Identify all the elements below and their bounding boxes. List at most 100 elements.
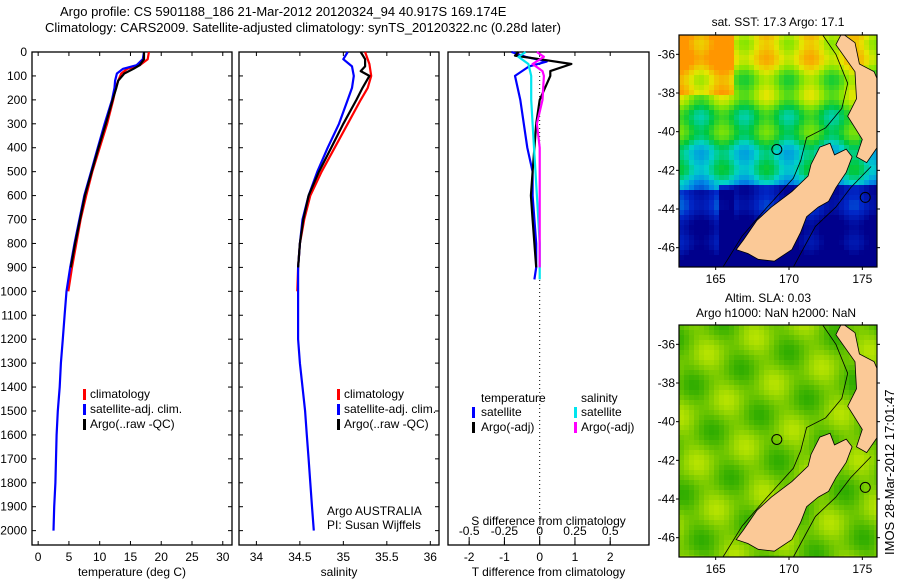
map-cell: [699, 180, 704, 185]
map-cell: [744, 65, 749, 70]
salinity-tick-label: 34.5: [288, 550, 312, 564]
map-cell: [724, 65, 729, 70]
map-cell: [709, 105, 714, 110]
map-cell: [684, 185, 689, 190]
map-cell: [809, 95, 814, 100]
map-cell: [799, 240, 804, 245]
map-cell: [714, 480, 719, 485]
map-cell: [759, 195, 764, 200]
map-cell: [839, 495, 844, 500]
map-cell: [859, 205, 864, 210]
argo-location-marker: [771, 143, 783, 155]
map-cell: [844, 205, 849, 210]
map-cell: [799, 235, 804, 240]
map-cell: [754, 100, 759, 105]
map-cell: [679, 390, 684, 395]
map-cell: [709, 535, 714, 540]
map-cell: [814, 410, 819, 415]
map-cell: [719, 475, 724, 480]
map-cell: [709, 530, 714, 535]
map-cell: [874, 450, 877, 455]
map-cell: [794, 375, 799, 380]
map-cell: [794, 250, 799, 255]
map-cell: [749, 510, 754, 515]
depth-tick-label: 1500: [0, 404, 27, 418]
map-cell: [764, 120, 769, 125]
map-cell: [769, 325, 774, 330]
map-cell: [849, 135, 854, 140]
map-cell: [834, 525, 839, 530]
map-cell: [849, 495, 854, 500]
map-cell: [789, 120, 794, 125]
map-cell: [699, 155, 704, 160]
sdiff-axis-label: S difference from climatology: [471, 514, 626, 528]
map-cell: [709, 545, 714, 550]
map-cell: [704, 60, 709, 65]
map-cell: [834, 335, 839, 340]
map-cell: [824, 325, 829, 330]
map-cell: [814, 350, 819, 355]
map-cell: [799, 85, 804, 90]
map-cell: [754, 160, 759, 165]
map-cell: [734, 445, 739, 450]
map-cell: [814, 505, 819, 510]
map-cell: [759, 110, 764, 115]
map-cell: [699, 170, 704, 175]
map-cell: [769, 350, 774, 355]
map-cell: [829, 80, 834, 85]
map-cell: [874, 190, 877, 195]
map-cell: [849, 395, 854, 400]
map-cell: [694, 245, 699, 250]
map-cell: [709, 70, 714, 75]
map-cell: [814, 100, 819, 105]
map-cell: [834, 225, 839, 230]
map-cell: [729, 515, 734, 520]
map-cell: [709, 425, 714, 430]
map-cell: [679, 80, 684, 85]
map-cell: [824, 120, 829, 125]
map-cell: [719, 510, 724, 515]
map-cell: [784, 65, 789, 70]
map-cell: [794, 540, 799, 545]
map-cell: [734, 260, 739, 265]
map-cell: [744, 260, 749, 265]
map-cell: [869, 505, 874, 510]
map-cell: [804, 130, 809, 135]
map-cell: [704, 185, 709, 190]
map-cell: [849, 435, 854, 440]
map-cell: [684, 335, 689, 340]
map-cell: [729, 235, 734, 240]
lat-tick-label: -44: [658, 202, 676, 216]
map-cell: [824, 355, 829, 360]
map-cell: [849, 515, 854, 520]
map-cell: [689, 425, 694, 430]
map-cell: [684, 170, 689, 175]
map-cell: [739, 470, 744, 475]
map-cell: [849, 460, 854, 465]
map-cell: [774, 110, 779, 115]
map-cell: [739, 45, 744, 50]
map-cell: [679, 405, 684, 410]
map-cell: [839, 250, 844, 255]
map-cell: [844, 110, 849, 115]
map-cell: [754, 155, 759, 160]
map-cell: [684, 435, 689, 440]
map-cell: [869, 200, 874, 205]
map-cell: [844, 530, 849, 535]
map-cell: [849, 530, 854, 535]
map-cell: [729, 110, 734, 115]
map-cell: [734, 405, 739, 410]
map-cell: [864, 170, 869, 175]
map-cell: [844, 425, 849, 430]
map-cell: [699, 185, 704, 190]
map-cell: [779, 395, 784, 400]
map-cell: [734, 210, 739, 215]
map-cell: [679, 490, 684, 495]
map-cell: [864, 175, 869, 180]
map-cell: [809, 90, 814, 95]
map-cell: [849, 225, 854, 230]
map-cell: [779, 155, 784, 160]
map-cell: [734, 220, 739, 225]
map-cell: [694, 40, 699, 45]
map-cell: [684, 505, 689, 510]
